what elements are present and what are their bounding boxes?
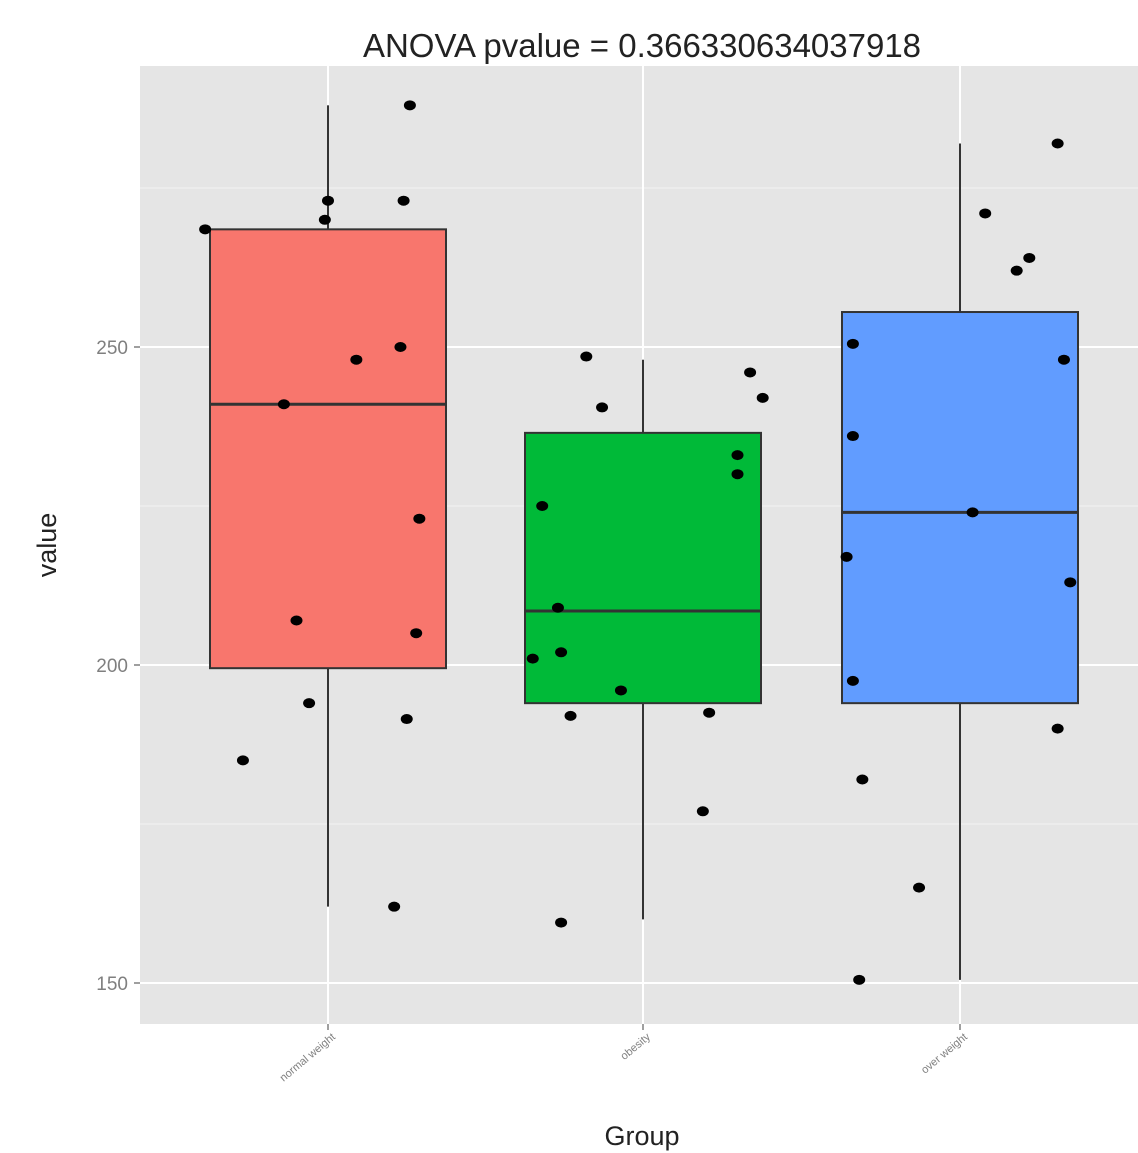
data-point: [596, 402, 609, 413]
data-point: [397, 195, 410, 206]
data-point: [913, 882, 926, 893]
data-point: [555, 917, 568, 928]
data-point: [403, 100, 416, 111]
data-point: [1051, 723, 1064, 734]
data-point: [199, 224, 212, 235]
data-point: [696, 806, 709, 817]
data-point: [856, 774, 869, 785]
data-point: [846, 431, 859, 442]
data-point: [290, 615, 303, 626]
box-body: [524, 431, 762, 705]
data-point: [413, 513, 426, 524]
data-point: [318, 214, 331, 225]
box-body: [841, 311, 1079, 705]
x-tick-label: normal weight: [278, 1031, 338, 1084]
data-point: [979, 208, 992, 219]
data-point: [1051, 138, 1064, 149]
data-point: [564, 710, 577, 721]
data-point: [846, 338, 859, 349]
box-obesity: [524, 359, 762, 920]
data-point: [614, 685, 627, 696]
boxes: [209, 105, 1079, 980]
data-point: [236, 755, 249, 766]
y-tick-label: 150: [96, 974, 128, 995]
data-point: [400, 714, 413, 725]
data-point: [350, 354, 363, 365]
data-point: [551, 602, 564, 613]
y-tick-label: 200: [96, 656, 128, 677]
data-point: [555, 647, 568, 658]
data-point: [410, 628, 423, 639]
x-tick-label: over weight: [919, 1031, 970, 1076]
box-over-weight: [841, 143, 1079, 980]
data-point: [322, 195, 334, 206]
data-point: [526, 653, 539, 664]
data-point: [277, 399, 290, 410]
x-axis-ticks: normal weight obesity over weight: [278, 1024, 970, 1084]
data-point: [388, 901, 401, 912]
data-point: [744, 367, 757, 378]
data-point: [303, 698, 316, 709]
data-point: [731, 469, 744, 480]
data-point: [536, 501, 549, 511]
data-point: [756, 392, 769, 403]
box-normal-weight: [209, 105, 447, 907]
data-point: [703, 707, 716, 718]
y-axis-ticks: 150 200 250: [96, 338, 140, 995]
data-point: [1057, 354, 1070, 365]
box-body: [209, 228, 447, 670]
data-point: [580, 351, 593, 362]
x-axis-title: Group: [604, 1121, 679, 1151]
data-point: [394, 342, 407, 352]
data-point: [966, 507, 979, 518]
data-points: [199, 100, 1077, 985]
data-point: [853, 974, 866, 985]
y-tick-label: 250: [96, 338, 128, 359]
chart-title: ANOVA pvalue = 0.366330634037918: [363, 27, 921, 64]
x-tick-label: obesity: [619, 1031, 654, 1063]
data-point: [840, 551, 853, 562]
data-point: [1023, 252, 1036, 263]
data-point: [731, 450, 744, 461]
data-point: [1064, 577, 1077, 588]
data-point: [846, 675, 859, 686]
data-point: [1010, 265, 1023, 276]
y-axis-title: value: [32, 513, 62, 578]
